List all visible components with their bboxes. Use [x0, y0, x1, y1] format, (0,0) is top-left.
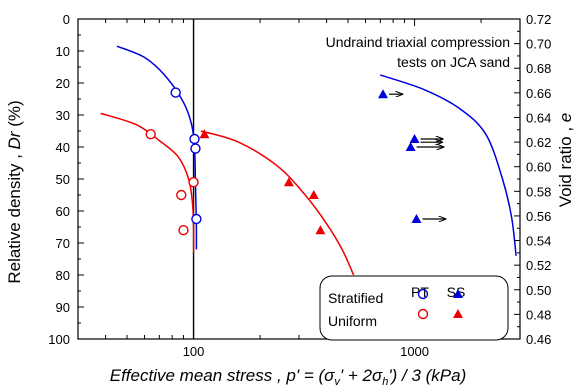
point-uniform-ss: [199, 129, 210, 139]
y-right-tick-label: 0.46: [526, 332, 551, 347]
y-right-tick-label: 0.62: [526, 135, 551, 150]
legend: PT SS Stratified Uniform: [319, 275, 509, 341]
y-left-tick-label: 0: [63, 12, 70, 27]
legend-row-uniform: Uniform: [328, 313, 377, 329]
plot-frame: [77, 18, 521, 340]
y-right-tick-label: 0.52: [526, 258, 551, 273]
point-stratified-pt: [170, 87, 181, 98]
x-tick-label: 1000: [400, 344, 429, 359]
y-left-tick-label: 60: [56, 204, 70, 219]
legend-box: [319, 275, 509, 341]
annotation-line-1: Undraind triaxial compression: [326, 34, 510, 50]
y-left-tick-label: 80: [56, 268, 70, 283]
y-right-tick-label: 0.54: [526, 234, 551, 249]
y-right-tick-label: 0.50: [526, 283, 551, 298]
annotation-line-2: tests on JCA sand: [397, 54, 510, 70]
point-stratified-ss: [409, 134, 420, 143]
curve-stratified-ss: [380, 74, 517, 256]
point-uniform-pt: [145, 128, 156, 140]
y-left-tick-label: 20: [56, 76, 70, 91]
legend-marker-stratified-ss: [453, 289, 463, 298]
y-left-tick-label: 30: [56, 108, 70, 123]
point-uniform-ss: [315, 225, 326, 235]
y-right-tick-label: 0.58: [526, 184, 551, 199]
point-stratified-pt: [191, 213, 202, 225]
y-left-tick-label: 100: [48, 332, 70, 347]
point-stratified-ss: [378, 89, 389, 99]
legend-row-stratified: Stratified: [328, 290, 383, 306]
y-left-tick-label: 70: [56, 236, 70, 251]
y-left-tick-label: 90: [56, 300, 70, 315]
y-axis-right-label: Void ratio , e: [556, 113, 575, 208]
legend-marker-uniform-ss: [453, 309, 463, 318]
point-uniform-ss: [283, 177, 294, 187]
y-left-tick-label: 10: [56, 44, 70, 59]
point-uniform-pt: [188, 176, 199, 188]
x-tick-label: 100: [183, 344, 205, 359]
y-right-tick-label: 0.64: [526, 110, 551, 125]
point-uniform-pt: [176, 189, 187, 201]
y-left-tick-label: 50: [56, 172, 70, 187]
curve-stratified-pt: [116, 45, 198, 250]
curve-uniform-pt: [100, 112, 195, 253]
y-right-tick-label: 0.48: [526, 307, 551, 322]
legend-col-pt: PT: [411, 284, 429, 300]
point-uniform-ss: [308, 190, 319, 199]
y-right-tick-label: 0.70: [526, 37, 551, 52]
y-right-tick-label: 0.56: [526, 209, 551, 224]
y-right-tick-label: 0.60: [526, 160, 551, 175]
x-axis-label: Effective mean stress , p' = (σv' + 2σh'…: [110, 366, 467, 388]
point-uniform-pt: [178, 224, 189, 236]
y-left-tick-label: 40: [56, 140, 70, 155]
legend-marker-uniform-pt: [417, 308, 429, 320]
curve-uniform-ss: [200, 130, 355, 276]
point-stratified-ss: [411, 214, 422, 223]
y-axis-left-label: Relative density , Dr (%): [5, 100, 24, 283]
point-stratified-pt: [189, 133, 200, 145]
legend-marker-stratified-pt: [417, 288, 429, 300]
point-stratified-pt: [190, 143, 201, 154]
point-stratified-ss: [405, 142, 416, 151]
y-right-tick-label: 0.68: [526, 61, 551, 76]
y-right-tick-label: 0.66: [526, 86, 551, 101]
y-right-tick-label: 0.72: [526, 12, 551, 27]
